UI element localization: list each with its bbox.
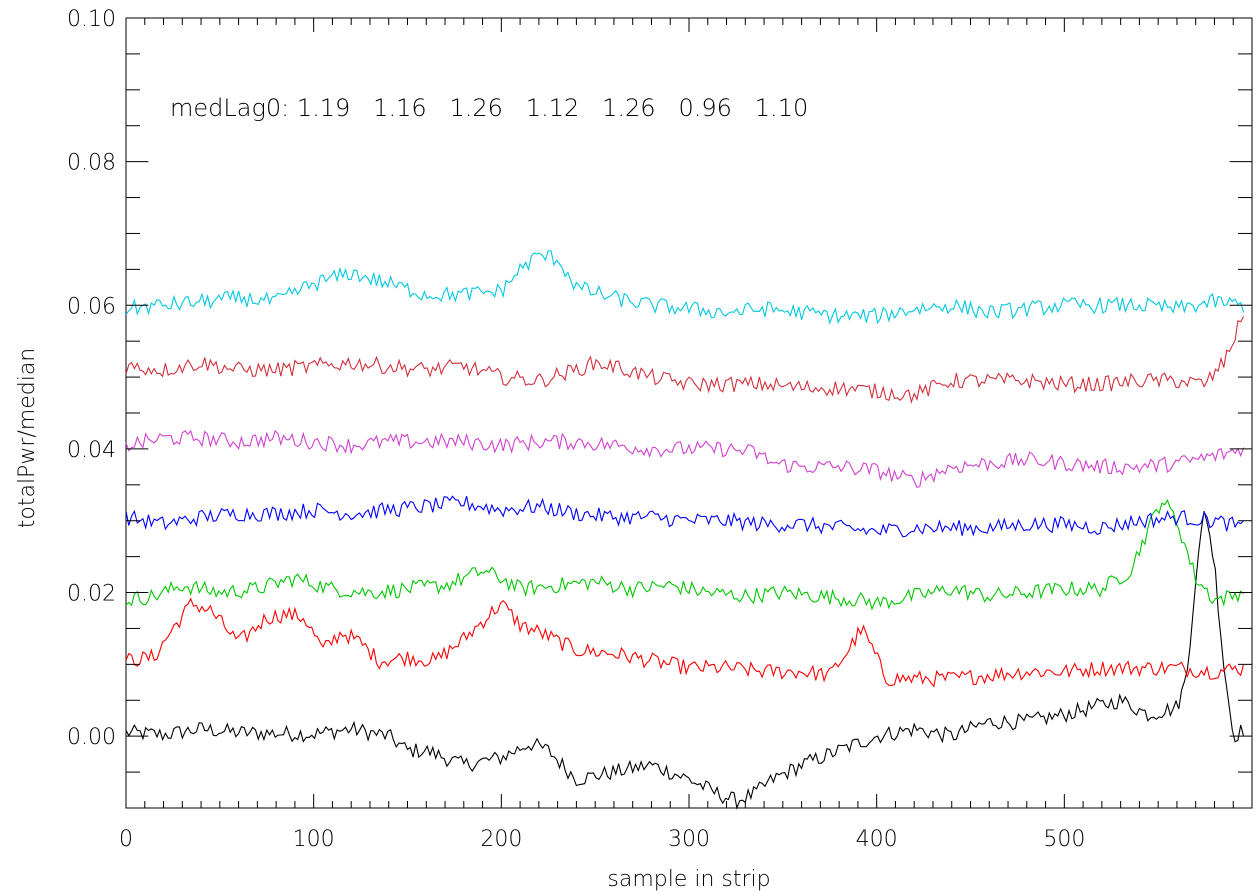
medlag-annotation: medLag0: 1.19 1.16 1.26 1.12 1.26 0.96 1… (170, 94, 808, 122)
y-tick-label: 0.04 (67, 438, 116, 463)
plot-border (125, 17, 1253, 809)
x-tick-label: 0 (119, 827, 133, 852)
series-line-0 (125, 510, 1245, 810)
y-tick-label: 0.02 (67, 582, 116, 607)
plot-frame (125, 17, 1253, 809)
y-axis-title: totalPwr/median (15, 348, 40, 529)
x-tick-label: 400 (856, 827, 898, 852)
x-axis-title: sample in strip (607, 867, 770, 892)
series-line-1 (125, 597, 1245, 688)
series-line-5 (125, 316, 1245, 405)
y-tick-label: 0.00 (67, 725, 116, 750)
ticks-layer: 0 100 200 300 400 500 0.00 0.02 0.04 0.06 0.08 0.10 (67, 7, 1252, 852)
y-tick-label: 0.06 (67, 294, 116, 319)
x-tick-label: 300 (668, 827, 710, 852)
y-tick-label: 0.10 (67, 7, 116, 32)
x-tick-label: 200 (480, 827, 522, 852)
series-line-6 (125, 249, 1245, 325)
series-layer (125, 249, 1245, 810)
series-line-3 (125, 495, 1244, 538)
series-line-4 (125, 429, 1245, 489)
series-line-2 (125, 498, 1244, 611)
x-tick-label: 500 (1043, 827, 1085, 852)
x-tick-label: 100 (293, 827, 335, 852)
y-tick-label: 0.08 (67, 151, 116, 176)
